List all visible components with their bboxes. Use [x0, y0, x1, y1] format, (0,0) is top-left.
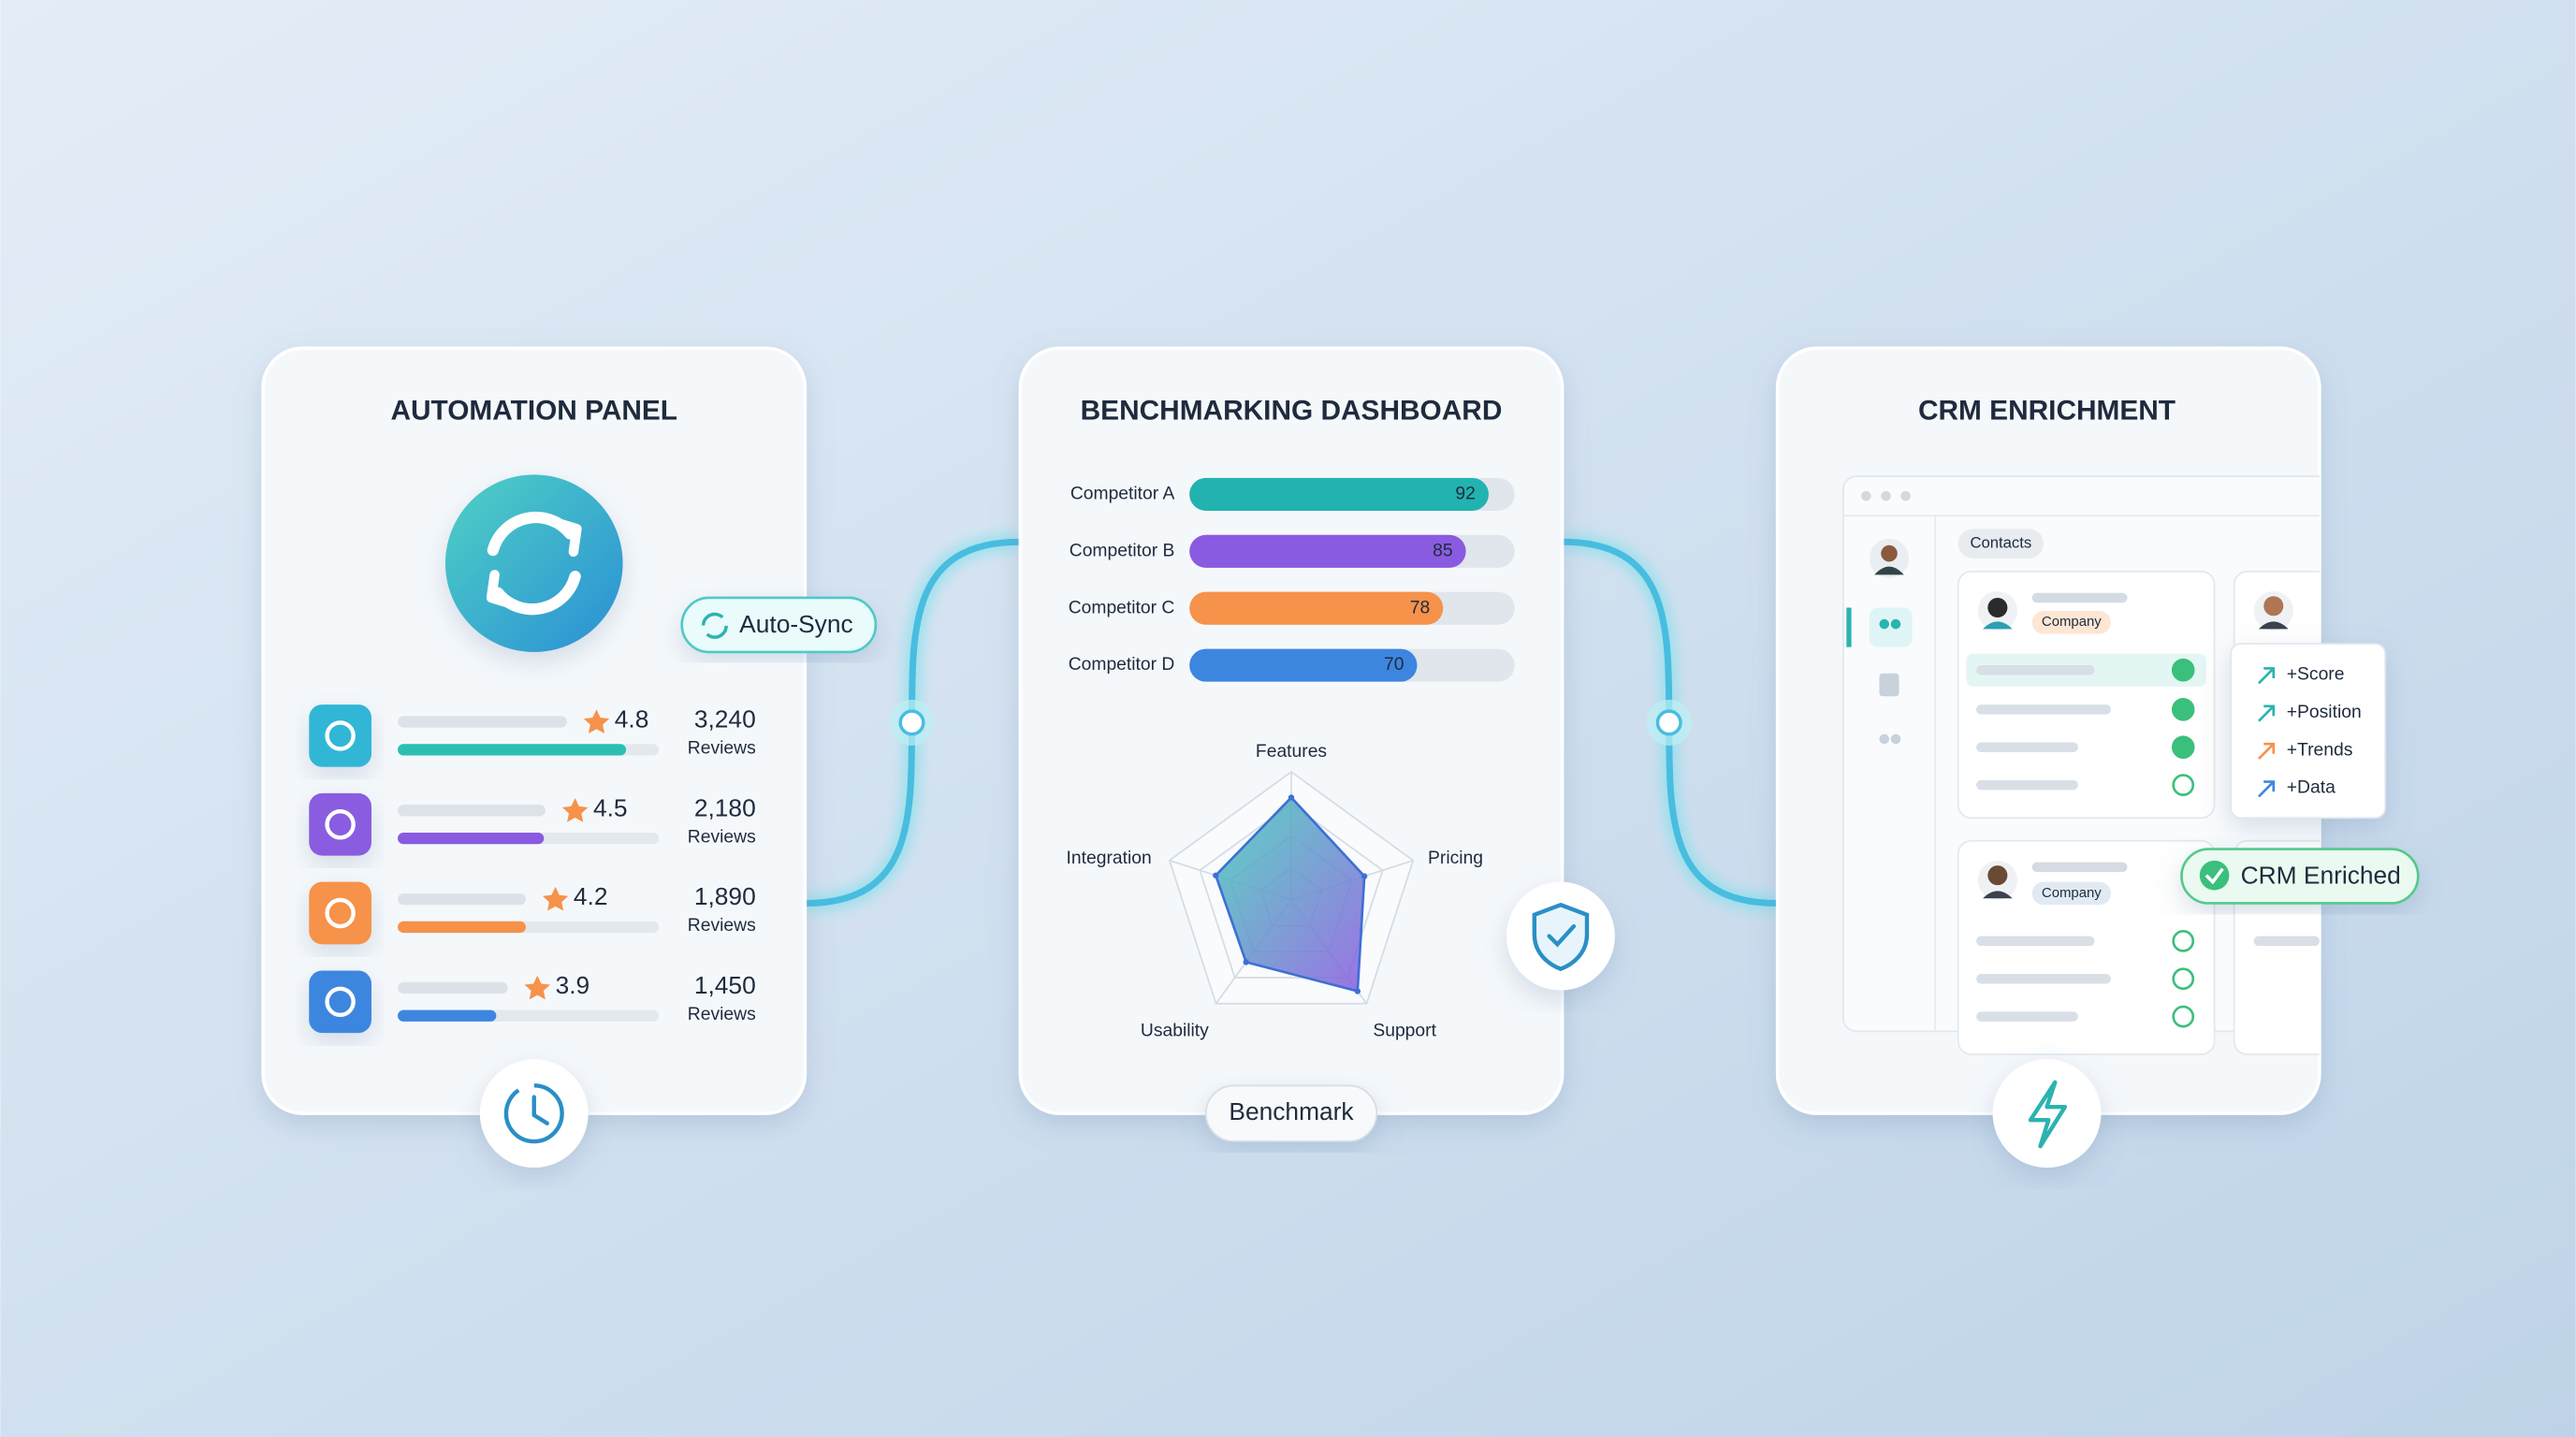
bar-value: 85	[1433, 541, 1452, 560]
bar-label: Competitor B	[1070, 541, 1175, 560]
trend-arrow	[2258, 780, 2276, 798]
radar-point	[1288, 794, 1295, 801]
bar-label: Competitor A	[1070, 484, 1175, 503]
star	[561, 798, 589, 822]
star	[524, 975, 550, 1000]
progress-fill	[398, 833, 545, 845]
app-icon-glyph	[325, 808, 356, 840]
label-placeholder	[398, 893, 526, 906]
enrichment-label: +Trends	[2287, 740, 2353, 760]
app-icon	[309, 881, 371, 945]
radar-point	[1213, 872, 1219, 878]
crm-enriched-badge[interactable]: CRM Enriched	[2180, 848, 2420, 905]
label-placeholder	[398, 716, 567, 728]
lightning-button[interactable]	[1992, 1059, 2102, 1168]
bar-value: 92	[1455, 484, 1475, 503]
enrichment-label: +Score	[2287, 665, 2345, 685]
radar-axis-label: Pricing	[1428, 849, 1483, 868]
company-tag: Company	[2042, 885, 2102, 901]
history-button[interactable]	[479, 1059, 589, 1168]
badge-text: Auto-Sync	[739, 610, 852, 638]
bar	[1189, 591, 1444, 625]
review-count: 1,890	[694, 882, 756, 910]
benchmark-button[interactable]: Benchmark	[1204, 1084, 1378, 1142]
app-icon-glyph	[325, 986, 356, 1018]
app-icon-glyph	[325, 897, 356, 929]
radar-axis-label: Integration	[1067, 849, 1152, 868]
review-label: Reviews	[688, 827, 756, 847]
radar-axis-label: Support	[1373, 1022, 1436, 1041]
review-label: Reviews	[688, 1005, 756, 1024]
review-label: Reviews	[688, 739, 756, 759]
radar-point	[1354, 988, 1361, 994]
shield-button[interactable]	[1506, 881, 1615, 991]
review-label: Reviews	[688, 916, 756, 936]
badge-text: CRM Enriched	[2241, 861, 2401, 889]
radar-axis-label: Usability	[1141, 1022, 1209, 1041]
auto-sync-badge[interactable]: Auto-Sync	[680, 596, 878, 654]
radar-point	[1243, 959, 1249, 965]
app-icon-glyph	[325, 720, 356, 751]
star	[542, 886, 569, 911]
progress-fill	[398, 1009, 497, 1022]
label-placeholder	[398, 805, 546, 817]
panel-title: BENCHMARKING DASHBOARD	[1081, 395, 1503, 426]
panel-title: AUTOMATION PANEL	[390, 395, 677, 426]
enrichment-label: +Position	[2287, 703, 2362, 722]
trend-arrow	[2258, 667, 2276, 685]
radar-axis-label: Features	[1256, 742, 1327, 762]
bar	[1189, 477, 1489, 511]
progress-fill	[398, 744, 627, 756]
bar-label: Competitor C	[1069, 598, 1175, 617]
connectors	[805, 533, 1778, 912]
app-icon	[309, 970, 371, 1034]
bar	[1189, 534, 1466, 568]
tab-label: Contacts	[1970, 533, 2031, 551]
star	[583, 709, 610, 733]
app-icon	[309, 792, 371, 856]
button-text: Benchmark	[1229, 1097, 1354, 1125]
company-tag: Company	[2042, 614, 2102, 630]
panel-title: CRM ENRICHMENT	[1918, 395, 2176, 426]
trend-arrow	[2258, 704, 2276, 722]
bar	[1189, 648, 1418, 682]
label-placeholder	[398, 981, 508, 994]
app-icon	[309, 704, 371, 767]
review-count: 1,450	[694, 971, 756, 999]
progress-fill	[398, 921, 526, 934]
sync-hero	[444, 474, 623, 652]
rating: 3.9	[556, 971, 590, 999]
rating: 4.5	[593, 793, 628, 821]
enrichment-popup	[2230, 643, 2387, 820]
rating: 4.2	[574, 882, 608, 910]
review-count: 3,240	[694, 705, 756, 733]
bar-value: 70	[1384, 655, 1404, 675]
enrichment-label: +Data	[2287, 778, 2336, 798]
rating: 4.8	[615, 705, 649, 733]
bar-value: 78	[1410, 598, 1430, 617]
review-count: 2,180	[694, 793, 756, 821]
radar-ring	[1199, 803, 1384, 979]
radar-area	[1214, 795, 1366, 994]
bar-label: Competitor D	[1069, 655, 1175, 675]
radar-point	[1361, 873, 1368, 879]
trend-arrow	[2258, 742, 2276, 760]
